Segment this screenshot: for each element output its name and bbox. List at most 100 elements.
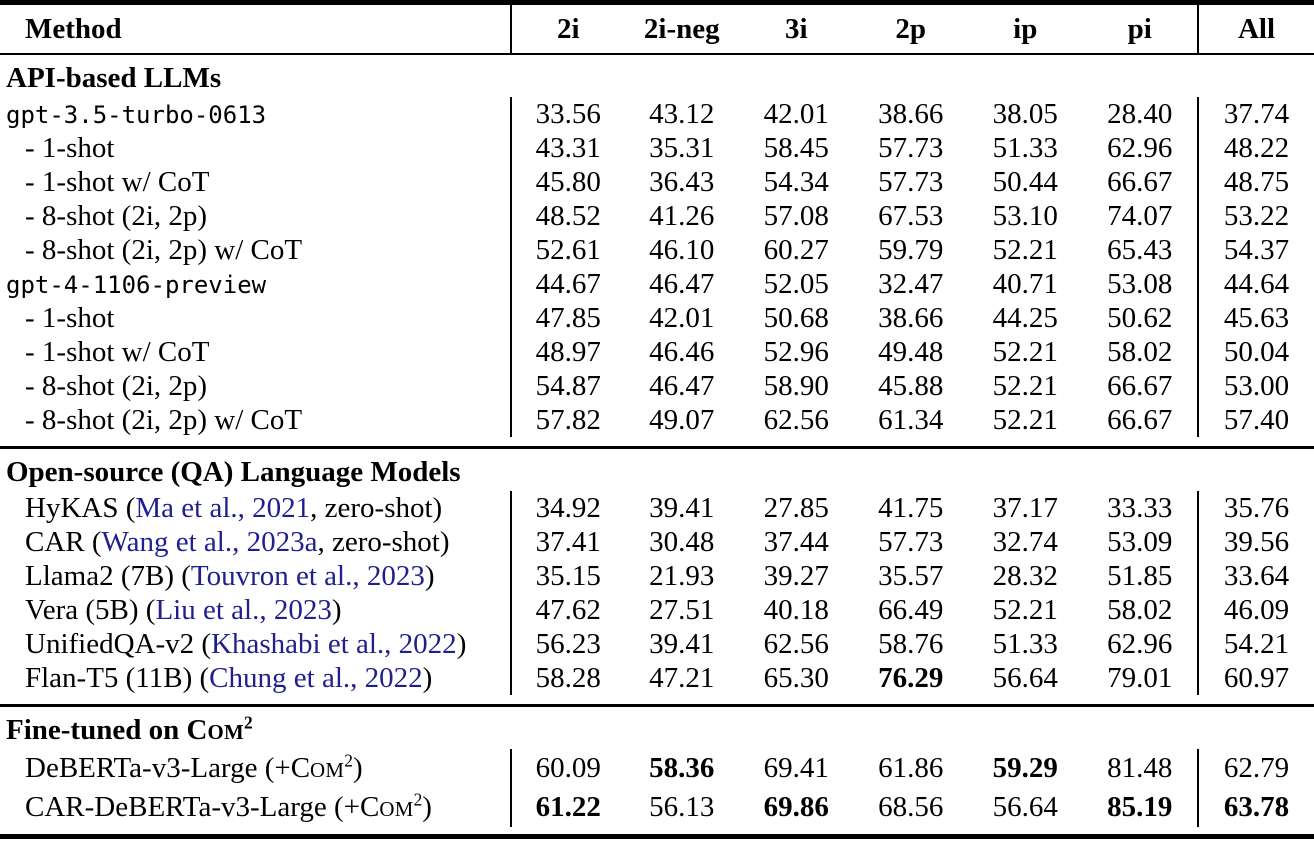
method-label: - 8-shot (2i, 2p): [0, 369, 510, 403]
value-cell: 66.67: [1107, 370, 1173, 402]
value-cell: 33.56: [510, 97, 625, 131]
method-label: gpt-3.5-turbo-0613: [0, 97, 510, 131]
value-cell: 43.31: [510, 131, 625, 165]
value-cell: 56.23: [510, 627, 625, 661]
table-rule-bottom: [0, 834, 1314, 839]
label-text: ): [422, 791, 432, 823]
value-cell: 57.82: [510, 403, 625, 437]
value-cell: 56.64: [992, 662, 1058, 694]
value-cell: 56.64: [992, 791, 1058, 823]
label-text: UnifiedQA-v2 (: [25, 628, 212, 660]
value-cell: 37.41: [510, 525, 625, 559]
value-cell: 35.76: [1197, 491, 1314, 525]
method-label: - 8-shot (2i, 2p): [0, 199, 510, 233]
value-cell: 28.40: [1107, 98, 1173, 130]
column-header-all: All: [1197, 5, 1314, 53]
section-title: Fine-tuned on COM2: [0, 707, 1314, 749]
value-cell: 57.73: [878, 166, 944, 198]
value-cell: 49.48: [878, 336, 944, 368]
value-cell: 58.45: [763, 132, 829, 164]
value-cell: 34.92: [510, 491, 625, 525]
value-cell: 33.33: [1107, 492, 1173, 524]
value-cell: 65.30: [763, 662, 829, 694]
value-cell: 62.96: [1107, 628, 1173, 660]
label-text: 2: [243, 712, 253, 733]
value-cell: 52.21: [992, 336, 1058, 368]
label-text: - 1-shot: [25, 132, 115, 164]
value-cell: 60.27: [763, 234, 829, 266]
value-cell: 53.10: [992, 200, 1058, 232]
label-text: API-based LLMs: [6, 62, 222, 94]
method-label: Llama2 (7B) (Touvron et al., 2023): [0, 559, 510, 593]
value-cell: 66.49: [878, 594, 944, 626]
table-row: - 1-shot w/ CoT 48.97 46.46 52.96 49.48 …: [0, 335, 1314, 369]
value-cell: 76.29: [878, 662, 944, 694]
value-cell: 69.86: [763, 791, 829, 823]
label-text: - 1-shot w/ CoT: [25, 336, 210, 368]
value-cell: 85.19: [1107, 791, 1173, 823]
value-cell: 47.85: [510, 301, 625, 335]
value-cell: 68.56: [878, 791, 944, 823]
table-body: API-based LLMs gpt-3.5-turbo-0613 33.56 …: [0, 55, 1314, 827]
citation-link[interactable]: Ma et al., 2021: [135, 492, 311, 524]
value-cell: 40.18: [763, 594, 829, 626]
table-row: - 8-shot (2i, 2p) 48.52 41.26 57.08 67.5…: [0, 199, 1314, 233]
table-row: Llama2 (7B) (Touvron et al., 2023) 35.15…: [0, 559, 1314, 593]
label-text: Fine-tuned on: [6, 714, 187, 746]
label-text: - 8-shot (2i, 2p): [25, 200, 208, 232]
label-text: gpt-4-1106-preview: [6, 271, 267, 299]
label-text: - 8-shot (2i, 2p) w/ CoT: [25, 404, 303, 436]
citation-link[interactable]: Chung et al., 2022: [209, 662, 423, 694]
citation-link[interactable]: Liu et al., 2023: [155, 594, 332, 626]
table-row: - 1-shot 47.85 42.01 50.68 38.66 44.25 5…: [0, 301, 1314, 335]
column-header-2p: 2p: [895, 13, 927, 45]
value-cell: 65.43: [1107, 234, 1173, 266]
value-cell: 56.13: [649, 791, 715, 823]
label-text: OM: [207, 720, 244, 744]
column-header-pi: pi: [1127, 13, 1152, 45]
value-cell: 46.47: [649, 370, 715, 402]
method-label: DeBERTa-v3-Large (+COM2): [0, 749, 510, 788]
method-label: Flan-T5 (11B) (Chung et al., 2022): [0, 661, 510, 695]
table-row: Vera (5B) (Liu et al., 2023) 47.62 27.51…: [0, 593, 1314, 627]
citation-link[interactable]: Touvron et al., 2023: [190, 560, 425, 592]
label-text: , zero-shot): [317, 526, 450, 558]
table-row: Flan-T5 (11B) (Chung et al., 2022) 58.28…: [0, 661, 1314, 695]
value-cell: 21.93: [649, 560, 715, 592]
label-text: - 8-shot (2i, 2p) w/ CoT: [25, 234, 303, 266]
citation-link[interactable]: Khashabi et al., 2022: [211, 628, 457, 660]
value-cell: 58.28: [510, 661, 625, 695]
value-cell: 67.53: [878, 200, 944, 232]
value-cell: 32.74: [992, 526, 1058, 558]
value-cell: 52.21: [992, 370, 1058, 402]
value-cell: 61.34: [878, 404, 944, 436]
table-row: CAR-DeBERTa-v3-Large (+COM2) 61.22 56.13…: [0, 788, 1314, 827]
value-cell: 37.44: [763, 526, 829, 558]
table-row: DeBERTa-v3-Large (+COM2) 60.09 58.36 69.…: [0, 749, 1314, 788]
method-label: - 1-shot: [0, 131, 510, 165]
column-header-3i: 3i: [784, 13, 808, 45]
value-cell: 63.78: [1197, 788, 1314, 827]
value-cell: 57.40: [1197, 403, 1314, 437]
table-row: gpt-4-1106-preview 44.67 46.47 52.05 32.…: [0, 267, 1314, 301]
column-header-ip: ip: [1013, 13, 1038, 45]
section-title: API-based LLMs: [0, 55, 1314, 97]
table-row: - 1-shot w/ CoT 45.80 36.43 54.34 57.73 …: [0, 165, 1314, 199]
method-label: UnifiedQA-v2 (Khashabi et al., 2022): [0, 627, 510, 661]
label-text: 2: [344, 750, 353, 771]
value-cell: 46.47: [649, 268, 715, 300]
value-cell: 38.05: [992, 98, 1058, 130]
value-cell: 62.96: [1107, 132, 1173, 164]
value-cell: 57.73: [878, 526, 944, 558]
label-text: - 1-shot w/ CoT: [25, 166, 210, 198]
value-cell: 52.21: [992, 234, 1058, 266]
value-cell: 79.01: [1107, 662, 1173, 694]
value-cell: 35.31: [649, 132, 715, 164]
value-cell: 58.02: [1107, 336, 1173, 368]
value-cell: 53.08: [1107, 268, 1173, 300]
table-row: - 8-shot (2i, 2p) w/ CoT 57.82 49.07 62.…: [0, 403, 1314, 437]
method-label: - 1-shot w/ CoT: [0, 335, 510, 369]
table-row: - 8-shot (2i, 2p) 54.87 46.47 58.90 45.8…: [0, 369, 1314, 403]
citation-link[interactable]: Wang et al., 2023a: [101, 526, 318, 558]
label-text: C: [186, 714, 208, 746]
